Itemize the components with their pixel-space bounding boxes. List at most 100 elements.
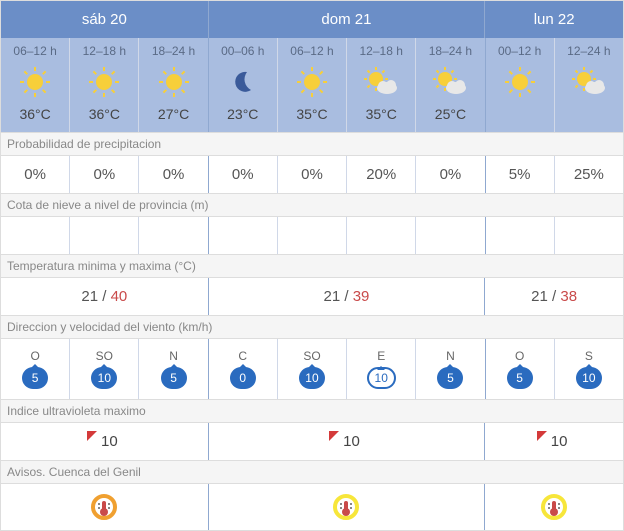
slot-hours: 00–06 h — [209, 44, 277, 58]
precip-label: Probabilidad de precipitacion — [1, 132, 623, 156]
wind-direction: E — [347, 349, 415, 363]
minmax-cell: 21 / 39 — [209, 278, 486, 315]
slot-hours: 12–24 h — [555, 44, 623, 58]
day-header-row: sáb 20 dom 21 lun 22 — [1, 1, 623, 38]
slot-hours: 18–24 h — [416, 44, 484, 58]
sun-icon — [139, 62, 207, 102]
uv-value: 10 — [333, 433, 360, 450]
day-header: sáb 20 — [1, 1, 209, 38]
timeslot: 06–12 h 36°C — [1, 38, 70, 132]
wind-cell: SO 10 — [278, 339, 347, 399]
temp-min: 21 — [324, 288, 341, 305]
temp-max: 40 — [111, 288, 128, 305]
cell: 5% — [486, 156, 555, 193]
timeslot-row: 06–12 h 36°C12–18 h 36°C18–24 h 27°C00–0… — [1, 38, 623, 132]
wind-row: O 5SO 10N 5C 0SO 10E 10N 5O 5S 10 — [1, 339, 623, 399]
wind-cell: E 10 — [347, 339, 416, 399]
sun-icon — [70, 62, 138, 102]
slot-hours: 06–12 h — [278, 44, 346, 58]
slot-temp: 35°C — [347, 106, 415, 122]
cell: 20% — [347, 156, 416, 193]
wind-label: Direccion y velocidad del viento (km/h) — [1, 315, 623, 339]
slot-hours: 06–12 h — [1, 44, 69, 58]
heat-warning-icon — [91, 494, 117, 520]
uv-cell: 10 — [485, 423, 623, 460]
wind-cell: N 5 — [416, 339, 485, 399]
cell — [139, 217, 208, 254]
temp-max: 39 — [353, 288, 370, 305]
temp-min: 21 — [81, 288, 98, 305]
slot-hours: 00–12 h — [486, 44, 554, 58]
avisos-label: Avisos. Cuenca del Genil — [1, 460, 623, 484]
wind-speed-badge: 5 — [437, 367, 463, 389]
suncloud-icon — [416, 62, 484, 102]
slot-hours: 12–18 h — [70, 44, 138, 58]
sun-icon — [278, 62, 346, 102]
aviso-cell — [1, 484, 209, 530]
wind-speed-badge: 10 — [576, 367, 602, 389]
timeslot: 06–12 h 35°C — [278, 38, 347, 132]
slot-temp: 35°C — [278, 106, 346, 122]
wind-speed-badge: 10 — [91, 367, 117, 389]
minmax-row: 21 / 4021 / 3921 / 38 — [1, 278, 623, 315]
cell: 0% — [209, 156, 278, 193]
cell — [555, 217, 623, 254]
uv-value: 10 — [91, 433, 118, 450]
sun-icon — [486, 62, 554, 102]
timeslot: 18–24 h 25°C — [416, 38, 485, 132]
wind-cell: O 5 — [1, 339, 70, 399]
uv-value: 10 — [541, 433, 568, 450]
aviso-cell — [485, 484, 623, 530]
moon-icon — [209, 62, 277, 102]
timeslot: 12–18 h 35°C — [347, 38, 416, 132]
cell: 0% — [416, 156, 485, 193]
cell — [1, 217, 70, 254]
heat-warning-icon — [541, 494, 567, 520]
wind-speed-badge: 5 — [22, 367, 48, 389]
suncloud-icon — [555, 62, 623, 102]
aviso-cell — [209, 484, 486, 530]
wind-speed-badge: 5 — [161, 367, 187, 389]
wind-speed-badge: 0 — [230, 367, 256, 389]
cell: 25% — [555, 156, 623, 193]
wind-cell: O 5 — [486, 339, 555, 399]
slot-hours: 12–18 h — [347, 44, 415, 58]
precip-row: 0%0%0%0%0%20%0%5%25% — [1, 156, 623, 193]
slot-temp: 36°C — [1, 106, 69, 122]
minmax-cell: 21 / 38 — [485, 278, 623, 315]
slot-hours: 18–24 h — [139, 44, 207, 58]
day-header: dom 21 — [209, 1, 486, 38]
minmax-label: Temperatura minima y maxima (°C) — [1, 254, 623, 278]
cell: 0% — [70, 156, 139, 193]
cell — [209, 217, 278, 254]
timeslot: 12–18 h 36°C — [70, 38, 139, 132]
weather-table: sáb 20 dom 21 lun 22 06–12 h 36°C12–18 h… — [0, 0, 624, 531]
temp-max: 38 — [560, 288, 577, 305]
cell — [70, 217, 139, 254]
cell — [278, 217, 347, 254]
timeslot: 18–24 h 27°C — [139, 38, 208, 132]
day-header: lun 22 — [485, 1, 623, 38]
timeslot: 12–24 h — [555, 38, 623, 132]
wind-cell: SO 10 — [70, 339, 139, 399]
uv-row: 10 10 10 — [1, 423, 623, 460]
cell: 0% — [139, 156, 208, 193]
timeslot: 00–06 h 23°C — [209, 38, 278, 132]
slot-temp: 27°C — [139, 106, 207, 122]
snow-row — [1, 217, 623, 254]
cell: 0% — [1, 156, 70, 193]
wind-cell: S 10 — [555, 339, 623, 399]
wind-cell: C 0 — [209, 339, 278, 399]
cell — [486, 217, 555, 254]
slot-temp: 36°C — [70, 106, 138, 122]
uv-cell: 10 — [1, 423, 209, 460]
slot-temp: 23°C — [209, 106, 277, 122]
heat-warning-icon — [333, 494, 359, 520]
slot-temp: 25°C — [416, 106, 484, 122]
wind-cell: N 5 — [139, 339, 208, 399]
timeslot: 00–12 h — [486, 38, 555, 132]
wind-speed-badge: 10 — [367, 367, 396, 389]
snow-label: Cota de nieve a nivel de provincia (m) — [1, 193, 623, 217]
uv-cell: 10 — [209, 423, 486, 460]
wind-speed-badge: 5 — [507, 367, 533, 389]
